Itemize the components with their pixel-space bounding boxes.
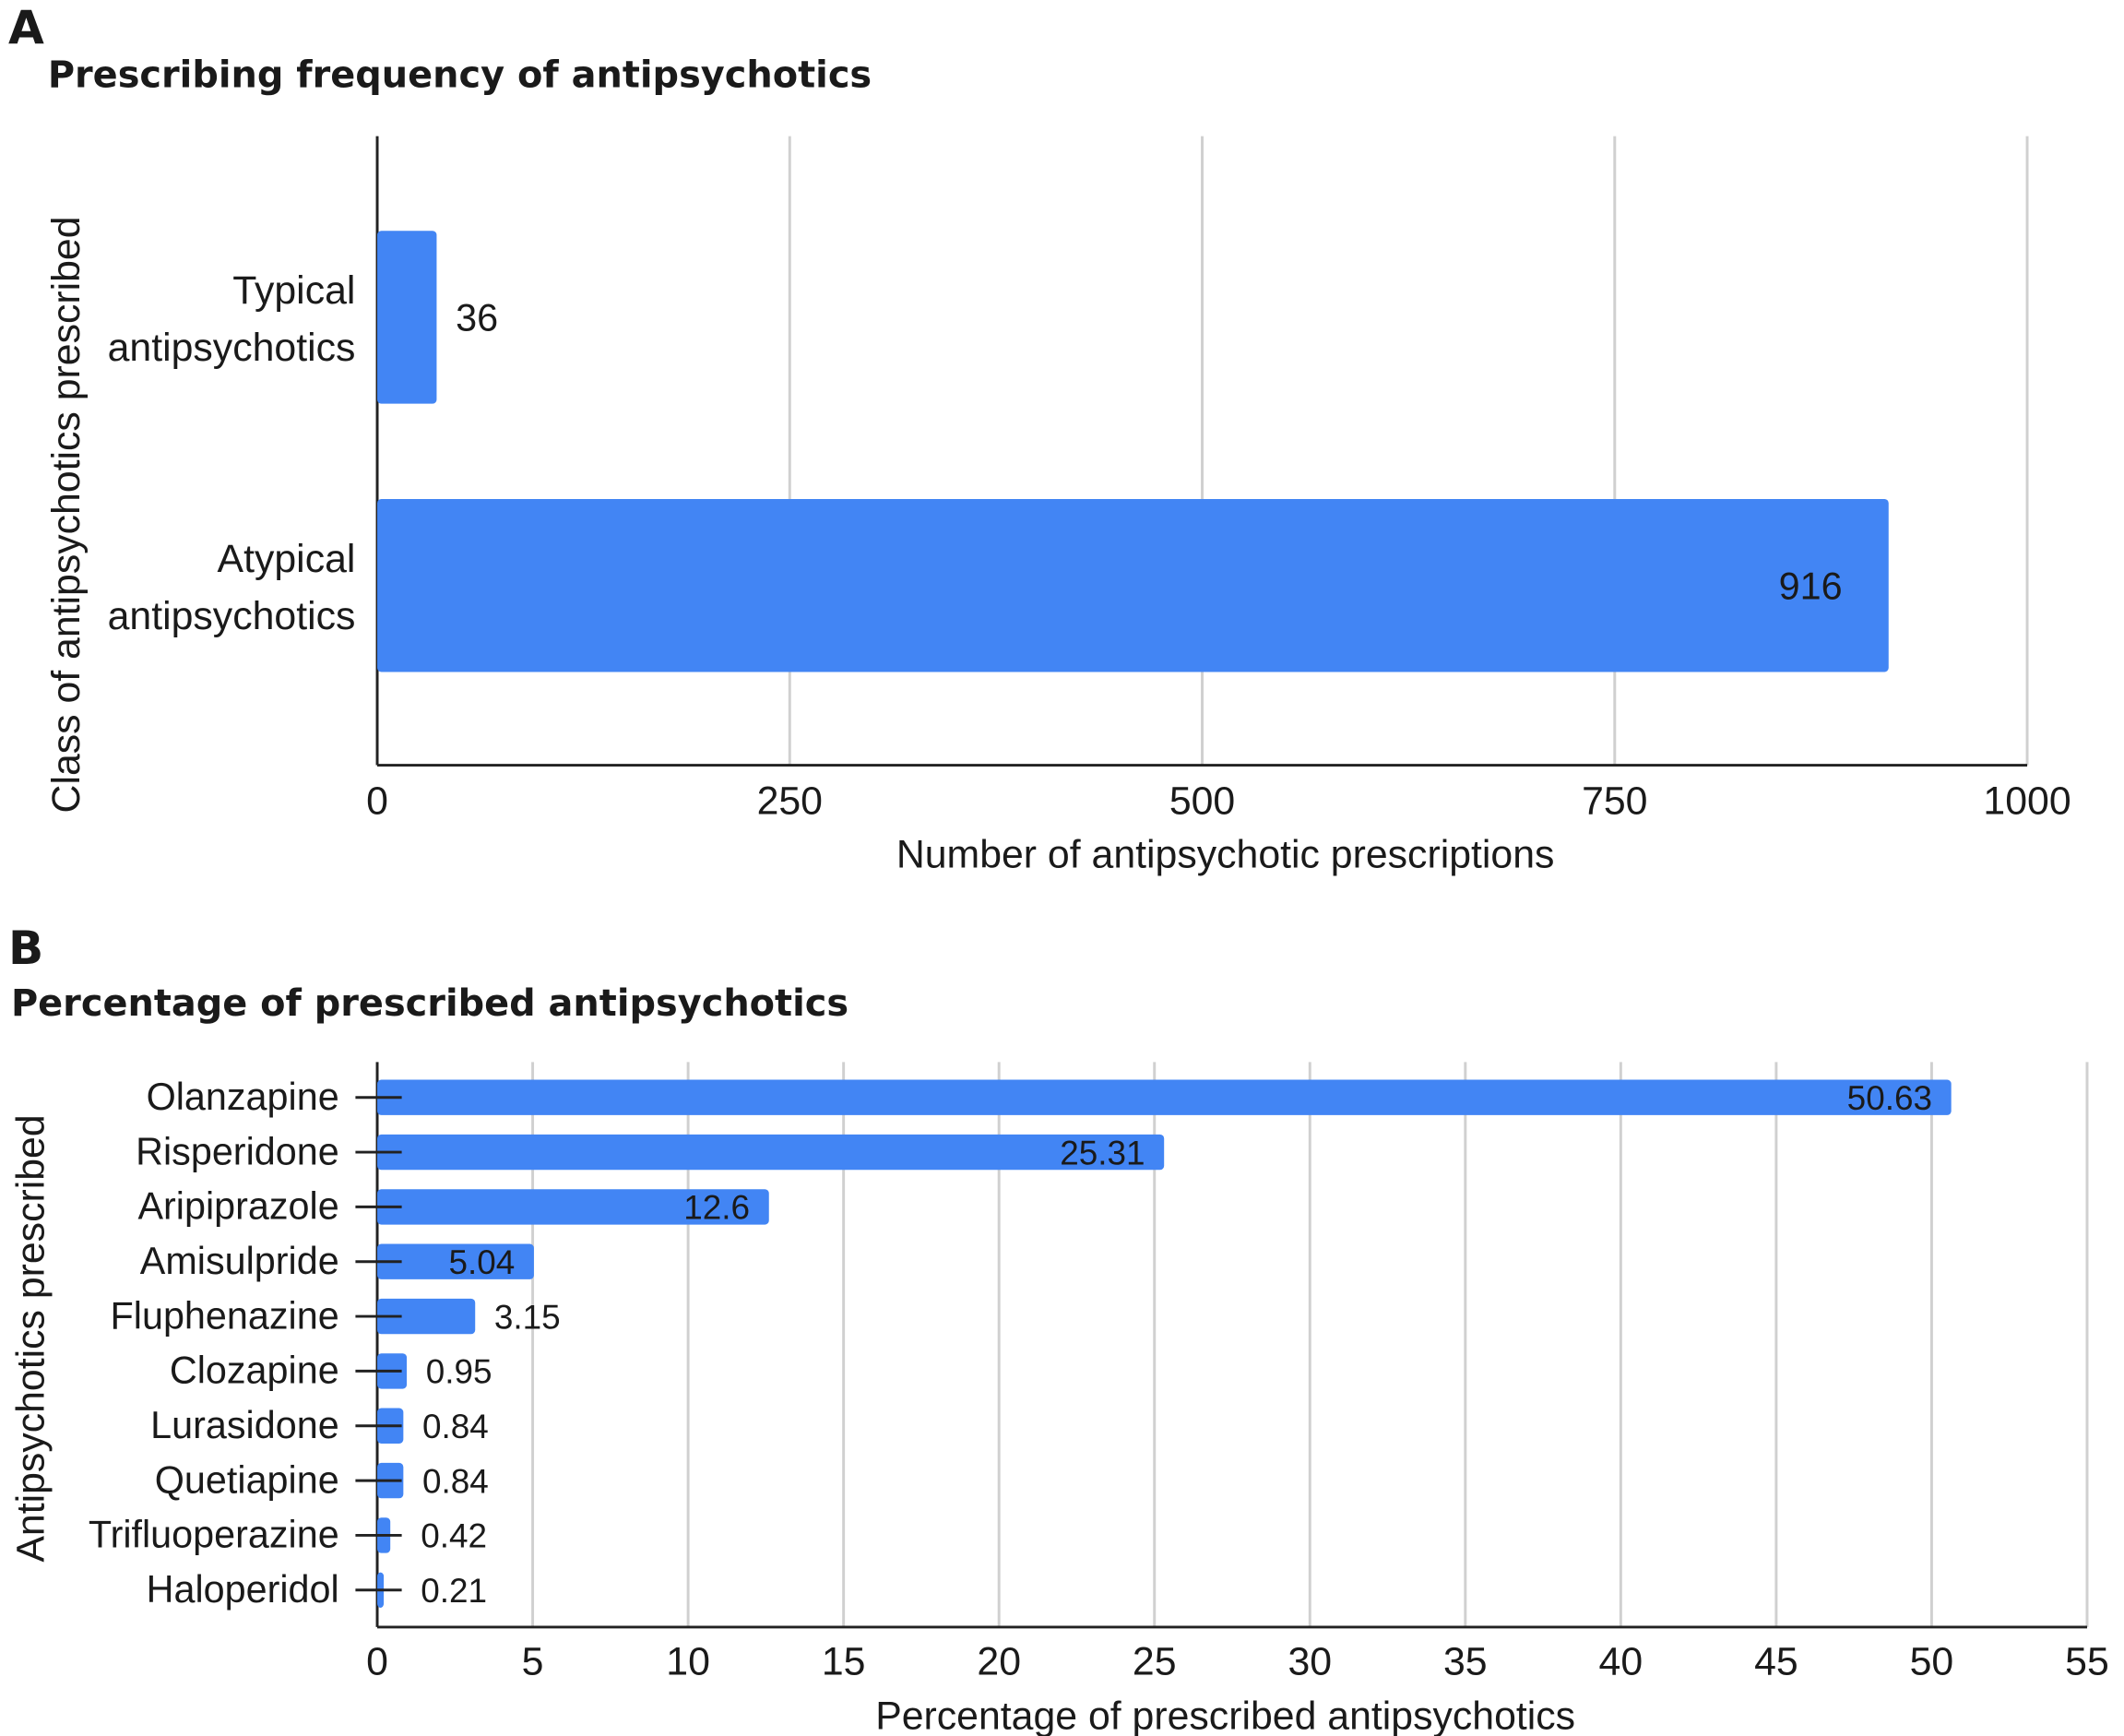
panel-letter-b: B xyxy=(8,921,43,975)
x-tick-label: 25 xyxy=(1133,1640,1177,1684)
x-tick-label: 40 xyxy=(1599,1640,1643,1684)
x-tick-label: 35 xyxy=(1443,1640,1488,1684)
x-tick-label: 1000 xyxy=(1983,779,2071,824)
category-label: Haloperidol xyxy=(147,1568,339,1611)
x-tick-label: 45 xyxy=(1754,1640,1798,1684)
x-tick-label: 10 xyxy=(666,1640,710,1684)
x-tick-label: 15 xyxy=(822,1640,866,1684)
data-label: 50.63 xyxy=(1847,1079,1932,1117)
bar xyxy=(377,1079,1952,1115)
x-axis-title: Number of antipsychotic prescriptions xyxy=(896,832,1555,876)
data-label: 0.42 xyxy=(421,1517,487,1555)
x-tick-label: 55 xyxy=(2065,1640,2109,1684)
category-label: Olanzapine xyxy=(147,1076,339,1118)
data-label: 3.15 xyxy=(494,1298,561,1336)
x-tick-label: 5 xyxy=(522,1640,544,1684)
data-label: 25.31 xyxy=(1060,1134,1145,1171)
x-tick-label: 20 xyxy=(977,1640,1021,1684)
data-label: 0.21 xyxy=(421,1572,487,1610)
data-label: 5.04 xyxy=(448,1243,515,1281)
category-label: Typical antipsychotics xyxy=(108,268,356,370)
x-tick-label: 30 xyxy=(1287,1640,1332,1684)
category-label-line: Atypical xyxy=(218,537,356,581)
x-tick-label: 50 xyxy=(1910,1640,1954,1684)
bar xyxy=(377,1243,534,1279)
data-label: 0.84 xyxy=(422,1462,489,1500)
category-label: Fluphenazine xyxy=(111,1294,339,1337)
chart-b: 0 5 10 15 20 25 30 35 40 45 50 55 Olanzapine 50.63 Ris… xyxy=(8,1062,2109,1736)
bar xyxy=(377,1134,1165,1171)
data-label: 0.95 xyxy=(426,1353,492,1391)
x-tick-label: 750 xyxy=(1582,779,1647,824)
category-label: Amisulpride xyxy=(140,1240,339,1282)
category-label-line: Typical xyxy=(232,268,355,313)
chart-b-title: Percentage of prescribed antipsychotics xyxy=(11,982,848,1025)
data-label: 916 xyxy=(1779,565,1843,607)
data-label: 36 xyxy=(456,297,498,339)
category-label: Trifluoperazine xyxy=(89,1514,339,1556)
y-axis-title: Class of antipsychotics prescribed xyxy=(44,216,89,813)
x-axis-title: Percentage of prescribed antipsychotics xyxy=(875,1694,1575,1736)
x-tick-label: 0 xyxy=(366,779,388,824)
bar xyxy=(377,1189,769,1225)
category-label: Atypical antipsychotics xyxy=(108,537,356,638)
chart-a: 0 250 500 750 1000 Typical antipsychotics 36 Aty… xyxy=(44,136,2071,876)
bar xyxy=(377,1298,476,1335)
category-label-line: antipsychotics xyxy=(108,594,356,638)
data-label: 0.84 xyxy=(422,1408,489,1445)
category-label: Quetiapine xyxy=(155,1458,339,1501)
category-label: Lurasidone xyxy=(150,1404,339,1446)
y-axis-title: Antipsychotics prescribed xyxy=(8,1114,53,1562)
chart-a-title: Prescribing frequency of antipsychotics xyxy=(48,54,872,96)
category-label: Clozapine xyxy=(170,1350,339,1392)
data-label: 12.6 xyxy=(683,1189,750,1227)
x-tick-label: 500 xyxy=(1169,779,1235,824)
bar xyxy=(377,498,1889,672)
bar xyxy=(377,231,437,404)
panel-letter-a: A xyxy=(8,0,44,54)
x-tick-label: 250 xyxy=(757,779,823,824)
x-tick-label: 0 xyxy=(366,1640,388,1684)
category-label-line: antipsychotics xyxy=(108,326,356,370)
category-label: Risperidone xyxy=(136,1130,339,1172)
category-label: Aripiprazole xyxy=(137,1185,338,1228)
